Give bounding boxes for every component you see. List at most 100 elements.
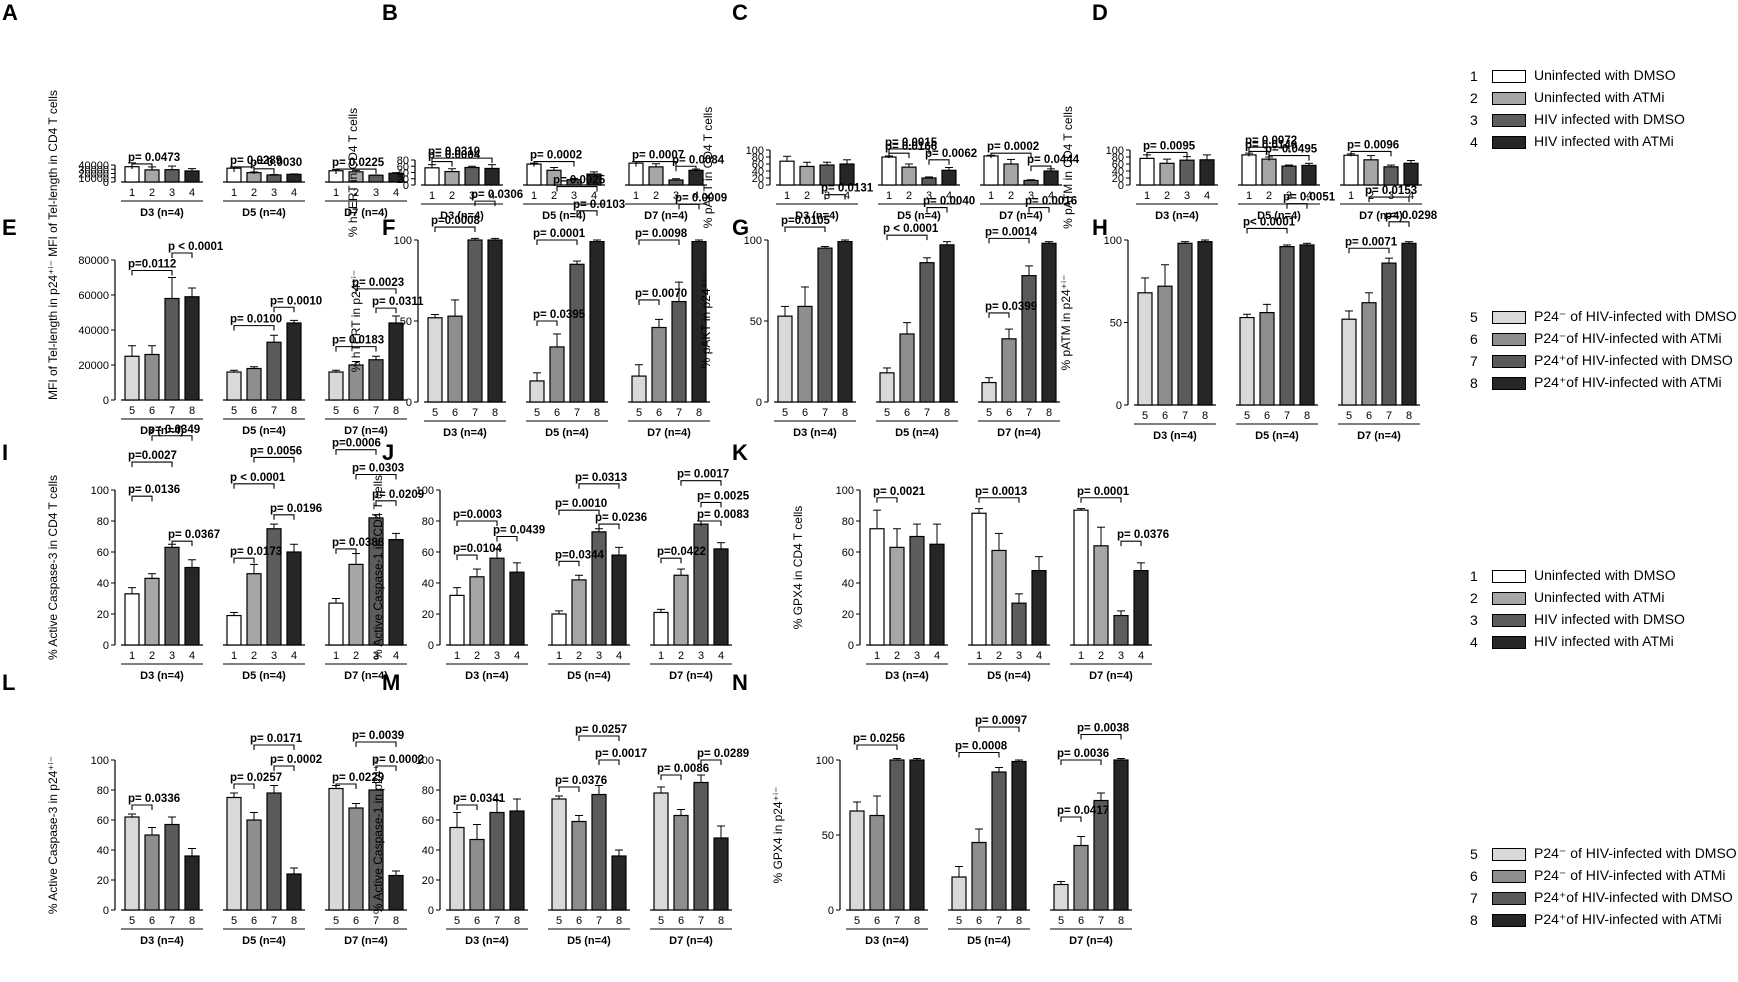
y-tick-label: 80 (1112, 152, 1124, 164)
p-value-label: p= 0.0010 (555, 498, 607, 510)
category-label: D3 (n=4) (140, 425, 184, 437)
y-tick-label: 40 (422, 578, 434, 590)
comparison-bracket (824, 194, 846, 200)
bar (1073, 844, 1089, 911)
group-label: 8 (393, 405, 399, 417)
panel-letter: D (1092, 0, 1108, 25)
y-tick-label: 50 (822, 830, 834, 842)
group-label: 1 (784, 190, 790, 202)
group-label: 2 (653, 190, 659, 202)
p-value-label: p= 0.0173 (230, 546, 282, 558)
group-label: 6 (554, 407, 560, 419)
p-value-label: p=0.0422 (657, 546, 706, 558)
bar (1133, 570, 1149, 646)
category-label: D5 (n=4) (895, 427, 939, 439)
bar (427, 317, 443, 403)
group-label: 7 (169, 405, 175, 417)
bar (144, 169, 160, 183)
bar (467, 239, 483, 403)
y-axis-label: % pATM in p24⁺ⁱ⁻ (1059, 275, 1073, 371)
y-tick-label: 0 (103, 395, 109, 407)
category-label: D7 (n=4) (1069, 935, 1113, 947)
group-label: 7 (698, 915, 704, 927)
p-value-label: p= 0.0131 (821, 183, 874, 195)
comparison-bracket (1368, 196, 1410, 203)
comparison-bracket (700, 501, 722, 508)
group-label: 6 (452, 407, 458, 419)
y-tick-label: 80000 (78, 255, 109, 267)
group-label: 3 (1016, 650, 1022, 662)
bar (328, 602, 344, 646)
p-value-label: p= 0.0021 (873, 486, 926, 498)
group-label: 4 (718, 650, 724, 662)
comparison-bracket (131, 495, 153, 502)
p-value-label: p= 0.0097 (975, 715, 1027, 727)
y-tick-label: 50 (1110, 318, 1122, 330)
bar (869, 814, 885, 911)
category-label: D3 (n=4) (793, 427, 837, 439)
group-label: 5 (884, 407, 890, 419)
category-label: D7 (n=4) (1359, 210, 1403, 222)
comparison-bracket (678, 203, 700, 210)
legend-swatch (1492, 136, 1526, 149)
bar (368, 517, 384, 646)
group-label: 4 (946, 190, 952, 202)
group-label: 2 (353, 650, 359, 662)
legend-swatch (1492, 114, 1526, 127)
group-label: 3 (1118, 650, 1124, 662)
legend-number: 3 (1470, 112, 1478, 128)
group-label: 8 (1202, 410, 1208, 422)
group-label: 1 (1246, 190, 1252, 202)
group-label: 8 (616, 915, 622, 927)
bar (124, 816, 140, 911)
comparison-bracket (335, 548, 357, 554)
group-label: 6 (474, 915, 480, 927)
group-label: 5 (129, 915, 135, 927)
group-label: 3 (926, 190, 932, 202)
group-label: 2 (551, 190, 557, 202)
group-label: 1 (429, 190, 435, 202)
bar (929, 543, 945, 646)
category-label: D3 (n=4) (443, 427, 487, 439)
bar (529, 380, 545, 403)
group-label: 1 (633, 190, 639, 202)
bar (971, 841, 987, 911)
bar (981, 381, 997, 403)
p-value-label: p= 0.0015 (885, 137, 938, 149)
comparison-bracket (784, 226, 826, 233)
group-label: 2 (251, 650, 257, 662)
y-tick-label: 40 (752, 166, 764, 178)
p-value-label: p= 0.0009 (675, 192, 727, 204)
legend-swatch (1492, 377, 1526, 390)
bar (526, 163, 542, 186)
comparison-bracket (856, 744, 898, 750)
bar (424, 167, 440, 186)
group-label: 7 (1182, 410, 1188, 422)
y-tick-label: 100 (394, 235, 412, 247)
group-label: 2 (1098, 650, 1104, 662)
y-tick-label: 100 (91, 485, 109, 497)
p-value-label: p= 0.0023 (352, 277, 404, 289)
comparison-bracket (456, 520, 498, 526)
group-label: 4 (616, 650, 622, 662)
group-label: 2 (996, 650, 1002, 662)
y-tick-label: 60 (422, 547, 434, 559)
y-axis-label: % pATM in CD4 T cells (1061, 106, 1075, 229)
bar (1403, 162, 1419, 186)
y-tick-label: 60000 (78, 290, 109, 302)
group-label: 6 (353, 915, 359, 927)
group-label: 6 (1366, 410, 1372, 422)
comparison-bracket (558, 560, 580, 567)
p-value-label: p= 0.0495 (1265, 144, 1318, 156)
group-label: 2 (1266, 190, 1272, 202)
group-label: 3 (596, 650, 602, 662)
legend-number: 8 (1470, 375, 1478, 391)
bar (1239, 316, 1255, 406)
comparison-bracket (876, 497, 898, 503)
group-label: 2 (1368, 190, 1374, 202)
legend-label: Uninfected with DMSO (1534, 67, 1676, 83)
category-label: D3 (n=4) (885, 670, 929, 682)
p-value-label: p= 0.0310 (428, 146, 480, 158)
group-label: 5 (956, 915, 962, 927)
